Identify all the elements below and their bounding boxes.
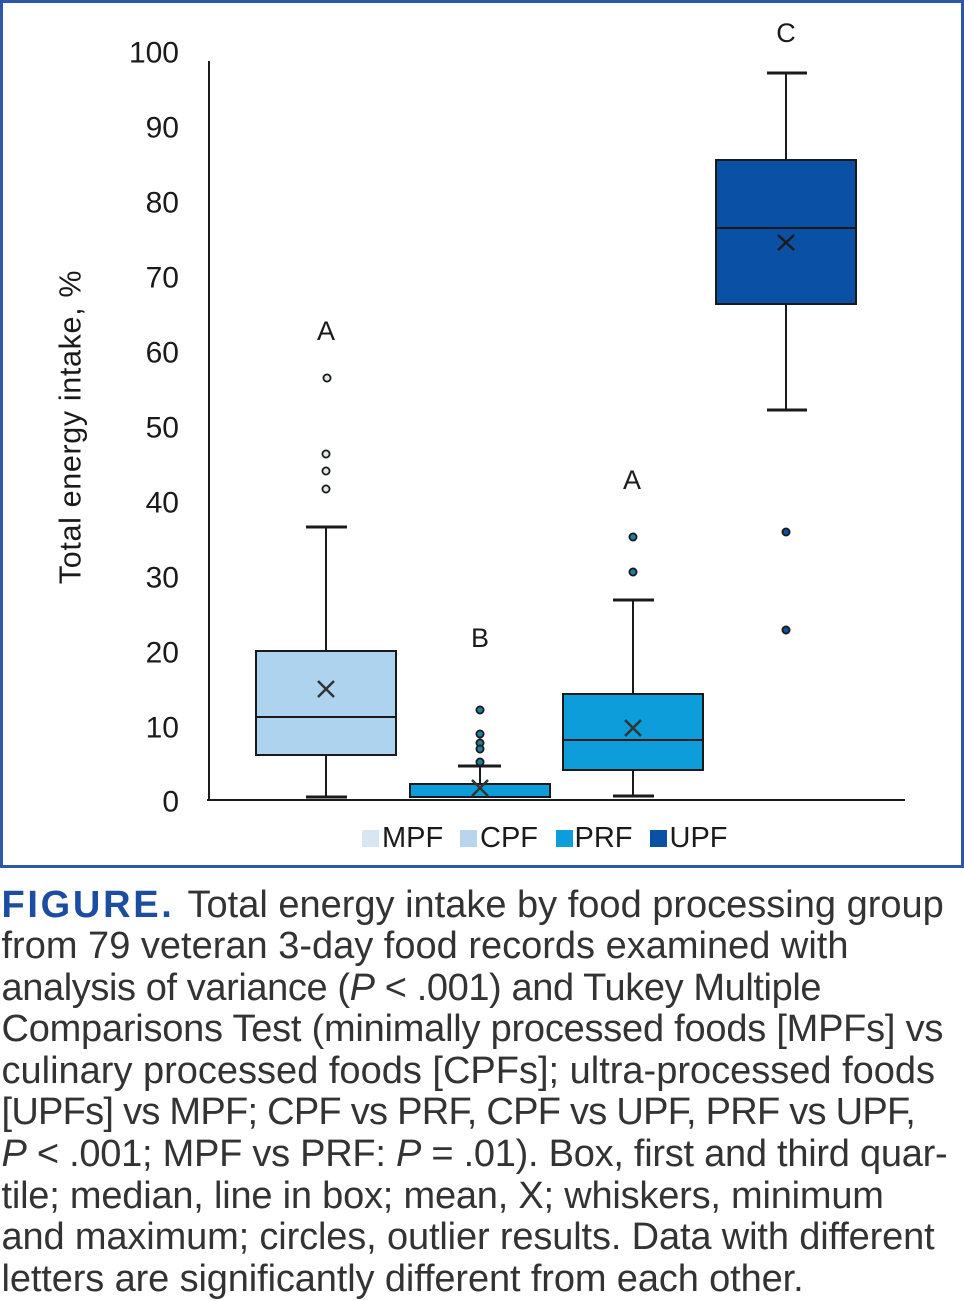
svg-text:100: 100 (129, 37, 179, 70)
svg-text:A: A (623, 465, 641, 495)
svg-text:C: C (776, 18, 796, 48)
svg-text:MPF: MPF (382, 822, 443, 854)
svg-text:0: 0 (162, 786, 179, 819)
svg-text:20: 20 (146, 637, 179, 670)
svg-text:30: 30 (146, 562, 179, 595)
svg-text:B: B (471, 623, 489, 653)
svg-text:90: 90 (146, 112, 179, 145)
svg-text:80: 80 (146, 187, 179, 220)
svg-text:70: 70 (146, 262, 179, 295)
svg-text:50: 50 (146, 412, 179, 445)
svg-text:40: 40 (146, 487, 179, 520)
svg-text:CPF: CPF (480, 822, 538, 854)
svg-text:UPF: UPF (670, 822, 728, 854)
svg-text:Total energy intake, %: Total energy intake, % (54, 270, 88, 584)
svg-text:PRF: PRF (575, 822, 633, 854)
svg-text:A: A (317, 316, 335, 346)
svg-text:10: 10 (146, 712, 179, 745)
svg-text:60: 60 (146, 337, 179, 370)
